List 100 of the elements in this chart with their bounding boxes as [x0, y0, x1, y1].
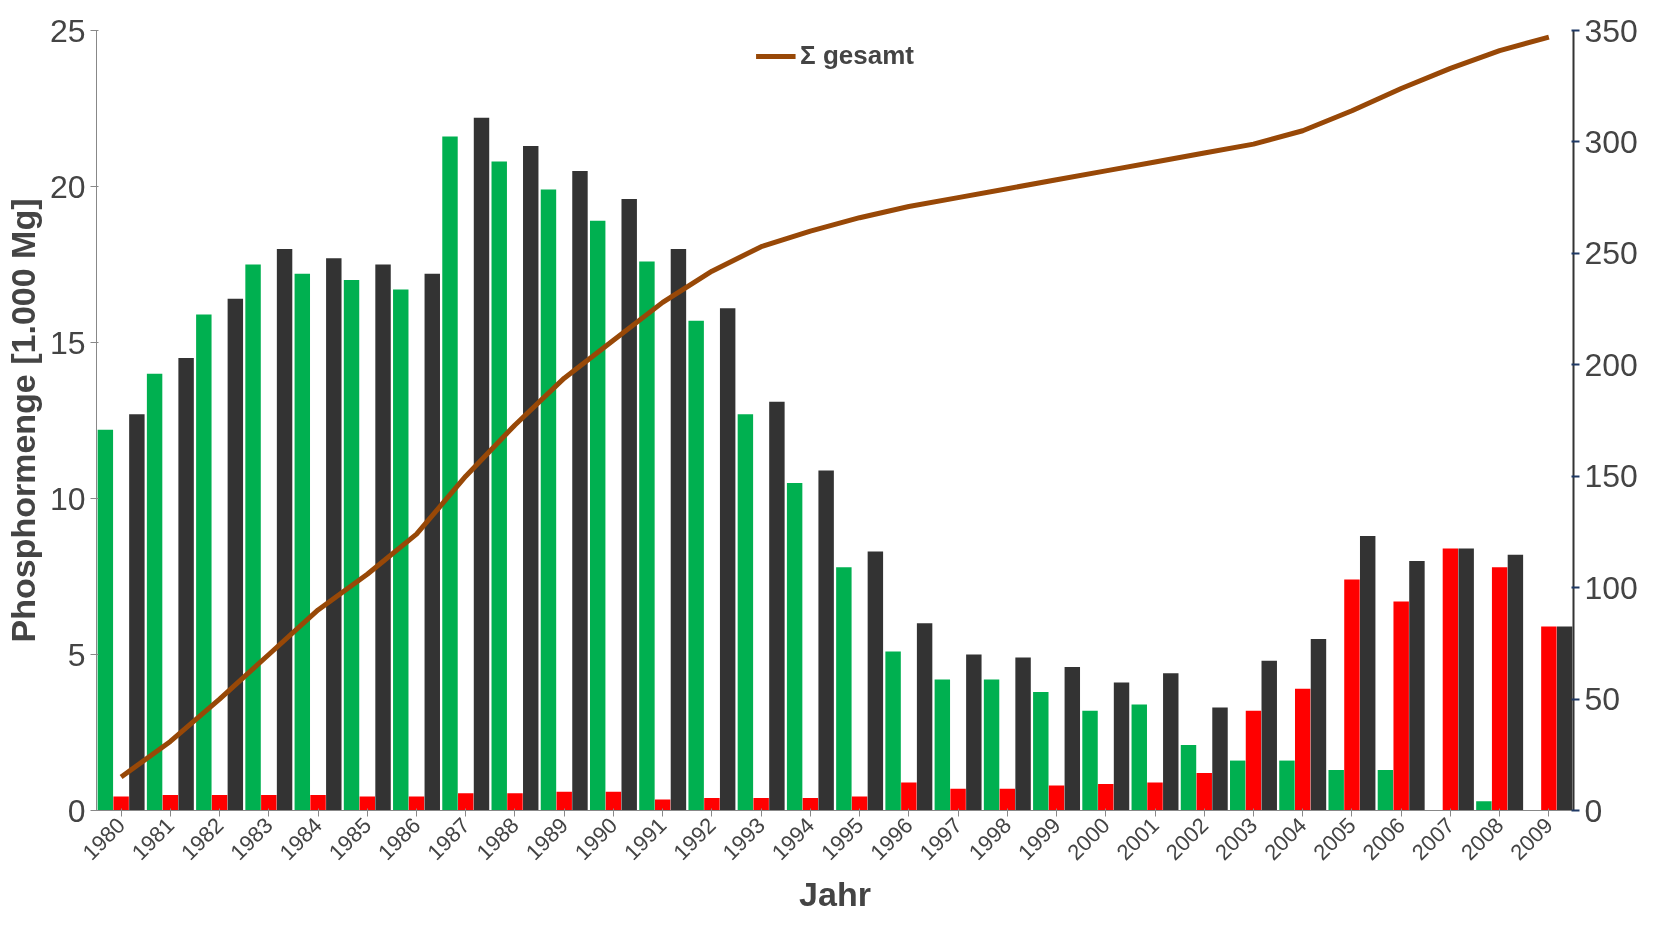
y2-tick-label: 250	[1584, 235, 1638, 272]
bar	[261, 794, 277, 811]
y-tick-label: 15	[49, 324, 86, 361]
bar	[1507, 554, 1524, 811]
bar	[196, 314, 212, 811]
bar	[1393, 601, 1409, 811]
bar	[753, 798, 769, 811]
bar	[621, 198, 637, 811]
bar	[1344, 579, 1360, 811]
bar	[836, 567, 852, 811]
bar	[375, 264, 391, 811]
bar	[1476, 801, 1492, 811]
bar	[393, 289, 409, 811]
bar	[97, 429, 114, 811]
bar	[458, 793, 474, 811]
y2-tick-label: 0	[1584, 792, 1603, 829]
bar	[113, 796, 129, 811]
bar	[802, 798, 819, 811]
y-tick-label: 0	[67, 792, 86, 829]
bar	[129, 414, 145, 811]
bar	[704, 798, 720, 811]
bar	[1131, 704, 1147, 811]
bar	[885, 651, 901, 811]
bar	[1295, 688, 1311, 811]
bar	[688, 320, 704, 811]
bar	[424, 273, 440, 811]
bar	[1033, 691, 1049, 811]
y-tick-label: 20	[49, 168, 86, 205]
bar	[556, 791, 572, 811]
bar	[178, 358, 194, 811]
bar	[670, 248, 687, 811]
bar	[1310, 638, 1327, 811]
bar	[523, 145, 539, 811]
bar	[408, 796, 425, 811]
bar	[999, 788, 1016, 811]
bar	[605, 791, 622, 811]
bar	[1377, 769, 1394, 811]
bar	[916, 623, 933, 811]
bar	[211, 794, 228, 811]
bar	[1458, 548, 1474, 811]
bar	[1180, 744, 1197, 811]
bar	[146, 373, 163, 811]
bar	[491, 161, 507, 811]
y-tick-label: 10	[49, 480, 86, 517]
bar	[786, 482, 803, 811]
bar	[473, 117, 490, 811]
bar	[1359, 535, 1376, 811]
legend-label: Σ gesamt	[800, 40, 914, 71]
bar	[162, 794, 179, 811]
bar	[1048, 785, 1065, 811]
y-tick-label: 25	[49, 12, 86, 49]
bar	[818, 470, 834, 811]
bar	[310, 794, 326, 811]
bar	[867, 551, 884, 811]
bar	[950, 788, 966, 811]
bar	[343, 280, 360, 811]
bar	[1245, 710, 1262, 811]
bar	[1113, 682, 1130, 811]
bar	[1279, 760, 1295, 811]
bar	[359, 796, 375, 811]
bar	[1442, 548, 1459, 811]
bar	[1147, 782, 1163, 811]
bar	[589, 220, 606, 811]
bar	[1082, 710, 1098, 811]
bar	[326, 258, 342, 811]
bar	[572, 170, 588, 811]
bar	[1015, 657, 1031, 811]
y-tick-label: 5	[67, 636, 86, 673]
y2-tick-label: 200	[1584, 346, 1638, 383]
bar	[1064, 666, 1081, 811]
bar	[1163, 673, 1179, 811]
bar	[901, 782, 917, 811]
bar	[540, 189, 557, 811]
bar	[276, 248, 293, 811]
y2-tick-label: 100	[1584, 569, 1638, 606]
bar	[1212, 707, 1228, 811]
bar	[294, 273, 311, 811]
bar	[442, 136, 458, 811]
bar	[245, 264, 261, 811]
bar	[1541, 626, 1557, 811]
y2-tick-label: 300	[1584, 123, 1638, 160]
bar	[934, 679, 951, 811]
bar	[1491, 567, 1508, 811]
bar	[983, 679, 1000, 811]
bar	[1098, 783, 1114, 811]
y-axis-title: Phosphormenge [1.000 Mg]	[3, 198, 42, 643]
y2-tick-label: 150	[1584, 458, 1638, 495]
bar	[1409, 560, 1425, 811]
y2-tick-label: 50	[1584, 681, 1621, 718]
bar	[1196, 773, 1212, 811]
bar	[719, 308, 736, 811]
bar	[769, 401, 785, 811]
bar	[1230, 760, 1246, 811]
y2-tick-label: 350	[1584, 12, 1638, 49]
bar	[227, 298, 244, 811]
bar	[639, 261, 655, 811]
bar	[851, 796, 868, 811]
bar	[1261, 660, 1277, 811]
bar	[737, 414, 754, 811]
bar	[507, 793, 523, 811]
